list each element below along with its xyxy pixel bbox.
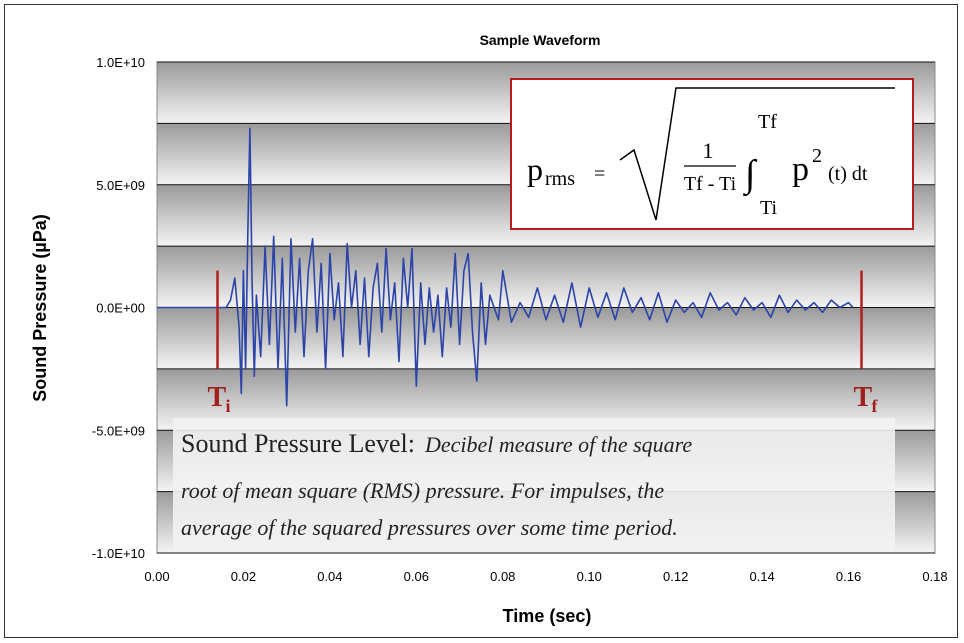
- formula-lower-limit: Ti: [760, 197, 778, 219]
- x-tick-label: 0.12: [663, 569, 688, 584]
- plot-band: [157, 246, 935, 308]
- x-tick-label: 0.06: [404, 569, 429, 584]
- formula-integrand-rest: (t) dt: [828, 163, 868, 185]
- formula-denominator: Tf - Ti: [684, 173, 737, 195]
- y-tick-label: -5.0E+09: [92, 423, 145, 438]
- formula-equals: =: [594, 163, 605, 185]
- y-axis-label: Sound Pressure (µPa): [30, 214, 50, 401]
- tf-marker-label: T: [854, 382, 873, 413]
- ti-marker-subscript: i: [226, 396, 231, 416]
- x-tick-label: 0.04: [317, 569, 342, 584]
- integral-sign: ∫: [743, 153, 758, 197]
- note-line-1: Decibel measure of the square: [424, 432, 692, 457]
- formula-box: p rms = 1 Tf - Ti ∫ Tf Ti p 2 (t) dt: [510, 78, 914, 230]
- formula-integrand: p: [792, 151, 809, 188]
- y-tick-label: 1.0E+10: [96, 55, 145, 70]
- x-tick-label: 0.08: [490, 569, 515, 584]
- y-tick-label: 0.0E+00: [96, 301, 145, 316]
- series-line: [157, 127, 854, 407]
- y-tick-labels: 1.0E+10 5.0E+09 0.0E+00 -5.0E+09 -1.0E+10: [92, 55, 145, 561]
- y-tick-label: 5.0E+09: [96, 178, 145, 193]
- x-tick-label: 0.10: [577, 569, 602, 584]
- x-tick-label: 0.00: [144, 569, 169, 584]
- x-tick-label: 0.02: [231, 569, 256, 584]
- formula-lhs: p: [527, 151, 543, 187]
- note-line-2: root of mean square (RMS) pressure. For …: [181, 478, 664, 503]
- series-layer: [157, 127, 854, 407]
- formula-lhs-sub: rms: [545, 168, 575, 190]
- radical-sign: [619, 87, 895, 221]
- note-text-line-1: Sound Pressure Level: Decibel measure of …: [181, 429, 692, 458]
- x-tick-label: 0.14: [749, 569, 774, 584]
- x-tick-label: 0.18: [922, 569, 947, 584]
- formula-upper-limit: Tf: [758, 111, 777, 133]
- y-tick-label: -1.0E+10: [92, 546, 145, 561]
- x-axis-label: Time (sec): [503, 606, 592, 626]
- chart-title: Sample Waveform: [480, 32, 601, 48]
- plot-band: [157, 307, 935, 369]
- note-box: Sound Pressure Level: Decibel measure of …: [173, 418, 895, 550]
- formula-numerator: 1: [703, 138, 714, 163]
- x-tick-label: 0.16: [836, 569, 861, 584]
- tf-marker-subscript: f: [872, 396, 879, 416]
- x-tick-labels: 0.00 0.02 0.04 0.06 0.08 0.10 0.12 0.14 0.16 0.18: [144, 569, 947, 584]
- ti-marker-label: T: [208, 382, 227, 413]
- note-lead: Sound Pressure Level:: [181, 429, 415, 458]
- formula-integrand-exp: 2: [812, 145, 822, 167]
- note-line-3: average of the squared pressures over so…: [181, 515, 678, 540]
